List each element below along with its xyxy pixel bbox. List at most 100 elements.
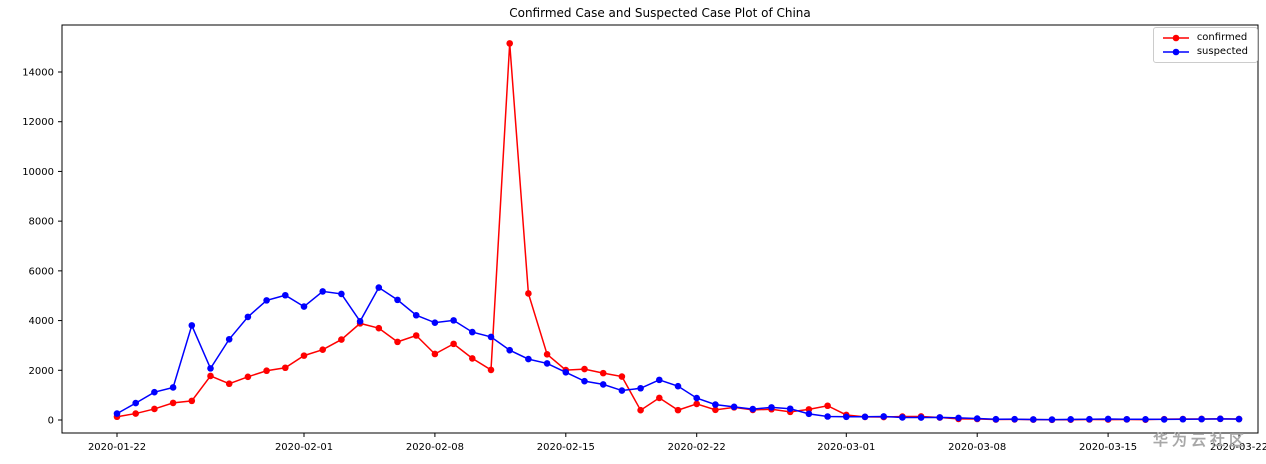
series-confirmed xyxy=(113,40,1243,424)
data-point xyxy=(581,365,588,373)
data-point xyxy=(319,288,327,295)
data-point xyxy=(599,381,607,388)
data-point xyxy=(412,332,420,339)
x-tick-label: 2020-02-15 xyxy=(537,442,595,453)
data-point xyxy=(375,324,383,332)
watermark: 华为云社区 xyxy=(1152,431,1248,449)
data-point xyxy=(824,402,831,410)
series-suspected xyxy=(113,284,1243,423)
y-tick-label: 4000 xyxy=(29,316,54,327)
data-point xyxy=(1030,416,1037,423)
x-tick-label: 2020-03-01 xyxy=(817,442,875,453)
data-point xyxy=(843,413,850,421)
data-point xyxy=(244,373,252,381)
legend-dot-suspected xyxy=(1172,48,1180,56)
data-point xyxy=(506,346,513,354)
data-point xyxy=(599,369,607,377)
x-tick-label: 2020-03-22 xyxy=(1210,442,1266,453)
x-tick-label: 2020-02-08 xyxy=(406,442,464,453)
data-point xyxy=(412,311,420,319)
data-point xyxy=(1048,416,1056,423)
data-point xyxy=(562,369,570,376)
data-point xyxy=(338,290,345,298)
data-point xyxy=(225,380,233,388)
data-point xyxy=(394,338,401,346)
plot-spines xyxy=(61,24,1259,434)
y-tick-label: 12000 xyxy=(22,117,54,128)
data-point xyxy=(207,372,214,380)
data-point xyxy=(225,335,233,343)
data-point xyxy=(637,384,644,392)
y-tick-label: 14000 xyxy=(22,68,54,79)
data-point xyxy=(188,397,196,405)
data-point xyxy=(356,317,364,325)
data-point xyxy=(824,413,831,420)
data-point xyxy=(169,399,177,407)
y-tick-label: 0 xyxy=(48,416,54,427)
x-tick-label: 2020-02-22 xyxy=(668,442,726,453)
data-point xyxy=(674,406,682,414)
data-point xyxy=(263,297,270,304)
data-point xyxy=(917,414,925,421)
data-point xyxy=(1160,416,1168,423)
data-point xyxy=(132,399,139,407)
data-point xyxy=(1086,415,1093,423)
data-point xyxy=(674,382,682,390)
data-point xyxy=(693,394,700,402)
data-point xyxy=(132,410,139,417)
data-point xyxy=(786,405,794,413)
legend: confirmed suspected xyxy=(1152,27,1258,63)
data-point xyxy=(656,376,663,384)
data-point xyxy=(880,413,887,420)
legend-dot-confirmed xyxy=(1172,34,1180,42)
data-point xyxy=(899,414,906,421)
data-point xyxy=(282,291,289,299)
data-point xyxy=(169,384,177,391)
data-point xyxy=(936,414,944,421)
data-point xyxy=(1179,415,1187,423)
data-point xyxy=(1011,415,1018,423)
data-point xyxy=(375,284,383,291)
data-point xyxy=(431,319,439,326)
data-point xyxy=(394,296,401,304)
data-point xyxy=(300,303,308,310)
data-point xyxy=(244,313,252,321)
data-point xyxy=(487,333,495,341)
x-tick-label: 2020-01-22 xyxy=(88,442,146,453)
legend-item-suspected: suspected xyxy=(1161,47,1248,57)
data-point xyxy=(525,290,532,297)
data-point xyxy=(113,410,121,417)
y-tick-label: 2000 xyxy=(29,366,54,377)
data-point xyxy=(749,405,757,413)
data-point xyxy=(861,413,869,421)
data-point xyxy=(693,400,700,408)
data-point xyxy=(730,403,738,411)
data-point xyxy=(1198,415,1205,423)
legend-marker-confirmed-icon xyxy=(1162,34,1189,42)
data-point xyxy=(525,355,532,363)
data-point xyxy=(207,365,214,372)
data-point xyxy=(506,40,513,47)
y-tick-label: 10000 xyxy=(22,167,54,178)
data-point xyxy=(151,405,158,413)
data-point xyxy=(637,406,644,414)
data-point xyxy=(1217,415,1224,423)
legend-label-suspected: suspected xyxy=(1196,46,1248,57)
data-point xyxy=(1123,415,1131,423)
data-point xyxy=(1235,415,1243,423)
legend-marker-suspected-icon xyxy=(1162,48,1189,56)
x-tick-label: 2020-02-01 xyxy=(275,442,333,453)
data-point xyxy=(1142,416,1149,423)
x-tick-label: 2020-03-15 xyxy=(1079,442,1137,453)
data-point xyxy=(300,352,308,359)
data-point xyxy=(431,350,439,358)
data-point xyxy=(712,406,719,414)
data-point xyxy=(805,410,813,418)
data-point xyxy=(973,415,981,422)
data-point xyxy=(1104,415,1112,423)
data-point xyxy=(263,367,270,375)
x-axis: 2020-01-22 2020-02-01 2020-02-08 2020-02-15… xyxy=(88,433,1266,453)
data-point xyxy=(543,351,551,358)
